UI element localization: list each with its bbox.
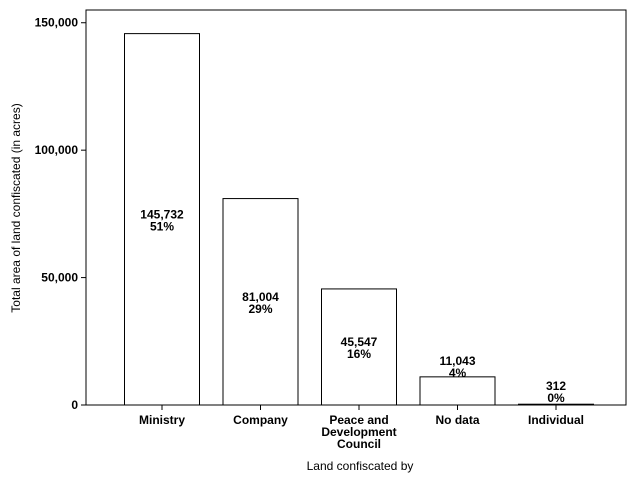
- data-label: 81,004 29%: [242, 290, 279, 316]
- data-label-line: 45,547: [341, 335, 378, 349]
- data-label-line: 0%: [547, 391, 565, 405]
- x-tick-label-line: Individual: [528, 413, 584, 427]
- y-tick-label: 150,000: [35, 16, 79, 30]
- data-label-line: 81,004: [242, 290, 279, 304]
- x-tick-label: Company: [233, 413, 288, 427]
- data-label-line: 312: [546, 379, 566, 393]
- data-label: 45,547 16%: [341, 335, 378, 361]
- x-tick-label-line: Council: [337, 437, 381, 451]
- data-label: 145,732 51%: [140, 207, 184, 233]
- x-tick-label-line: Company: [233, 413, 288, 427]
- x-tick-label-line: No data: [435, 413, 479, 427]
- data-label-line: 4%: [449, 366, 467, 380]
- y-axis-title: Total area of land confiscated (in acres…: [9, 103, 23, 312]
- data-label-line: 16%: [347, 347, 371, 361]
- bar: [419, 376, 496, 406]
- x-tick-label-line: Ministry: [139, 413, 185, 427]
- x-axis: Ministry Company Peace and Development Counc…: [139, 405, 584, 451]
- y-tick-label: 50,000: [41, 271, 78, 285]
- y-tick-label: 0: [71, 398, 78, 412]
- x-axis-title: Land confiscated by: [307, 459, 414, 473]
- x-tick-label-line: Peace and: [329, 413, 388, 427]
- x-tick-label: No data: [435, 413, 479, 427]
- x-tick-label: Individual: [528, 413, 584, 427]
- data-label-line: 51%: [150, 219, 174, 233]
- y-axis: 0 50,000 100,000 150,000: [35, 16, 86, 412]
- data-label-line: 11,043: [439, 354, 475, 368]
- y-tick-label: 100,000: [35, 143, 79, 157]
- data-label-line: 145,732: [140, 207, 184, 221]
- x-tick-label: Ministry: [139, 413, 185, 427]
- x-tick-label-line: Development: [321, 425, 396, 439]
- x-tick-label: Peace and Development Council: [321, 413, 396, 451]
- bars: 145,732 51% 81,004 29% 45,547 16% 11,043 4% 312 0…: [124, 33, 594, 406]
- bar: [321, 288, 397, 406]
- data-label: 11,043 4%: [439, 354, 475, 380]
- bar: [222, 198, 299, 406]
- data-label-line: 29%: [248, 302, 272, 316]
- bar: [124, 33, 200, 406]
- data-label: 312 0%: [546, 379, 566, 405]
